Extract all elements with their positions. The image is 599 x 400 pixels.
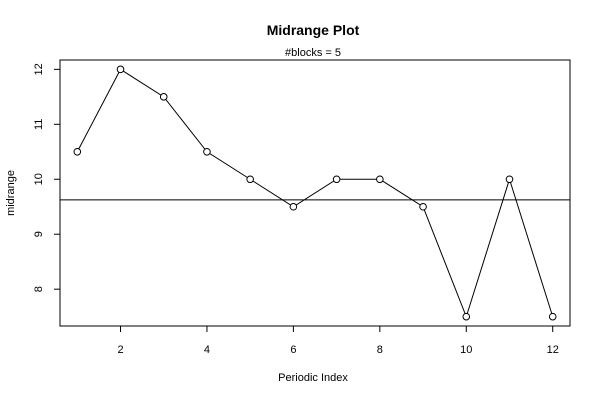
series-layer	[60, 68, 570, 319]
data-point	[462, 312, 471, 321]
ticks-layer: 2 4 6 8 10 12 8 9 10 11 12	[33, 63, 559, 356]
y-tick-label: 8	[33, 286, 45, 292]
data-point	[116, 65, 125, 74]
chart-subtitle: #blocks = 5	[285, 47, 341, 59]
data-point	[289, 202, 298, 211]
data-point	[203, 147, 211, 156]
data-point	[159, 93, 168, 101]
y-tick-label: 12	[33, 63, 45, 75]
y-axis-label: midrange	[5, 170, 17, 216]
y-tick-label: 10	[33, 173, 45, 185]
y-tick-label: 9	[33, 231, 45, 237]
x-tick-label: 6	[290, 344, 296, 356]
chart-title: Midrange Plot	[267, 22, 360, 38]
data-point	[376, 175, 384, 184]
points-layer	[73, 65, 557, 321]
data-point	[548, 312, 557, 321]
x-tick-label: 8	[377, 344, 383, 356]
data-point	[73, 147, 82, 156]
x-tick-label: 12	[547, 344, 559, 356]
x-tick-label: 2	[117, 344, 123, 356]
data-point	[419, 202, 427, 211]
data-point	[332, 175, 341, 184]
plot-frame	[59, 59, 571, 327]
x-tick-label: 4	[204, 344, 210, 356]
data-point	[246, 175, 254, 184]
x-axis-label: Periodic Index	[278, 372, 348, 384]
data-point	[505, 175, 514, 184]
series-line	[76, 68, 554, 319]
y-tick-label: 11	[33, 119, 45, 130]
x-tick-label: 10	[460, 344, 472, 356]
